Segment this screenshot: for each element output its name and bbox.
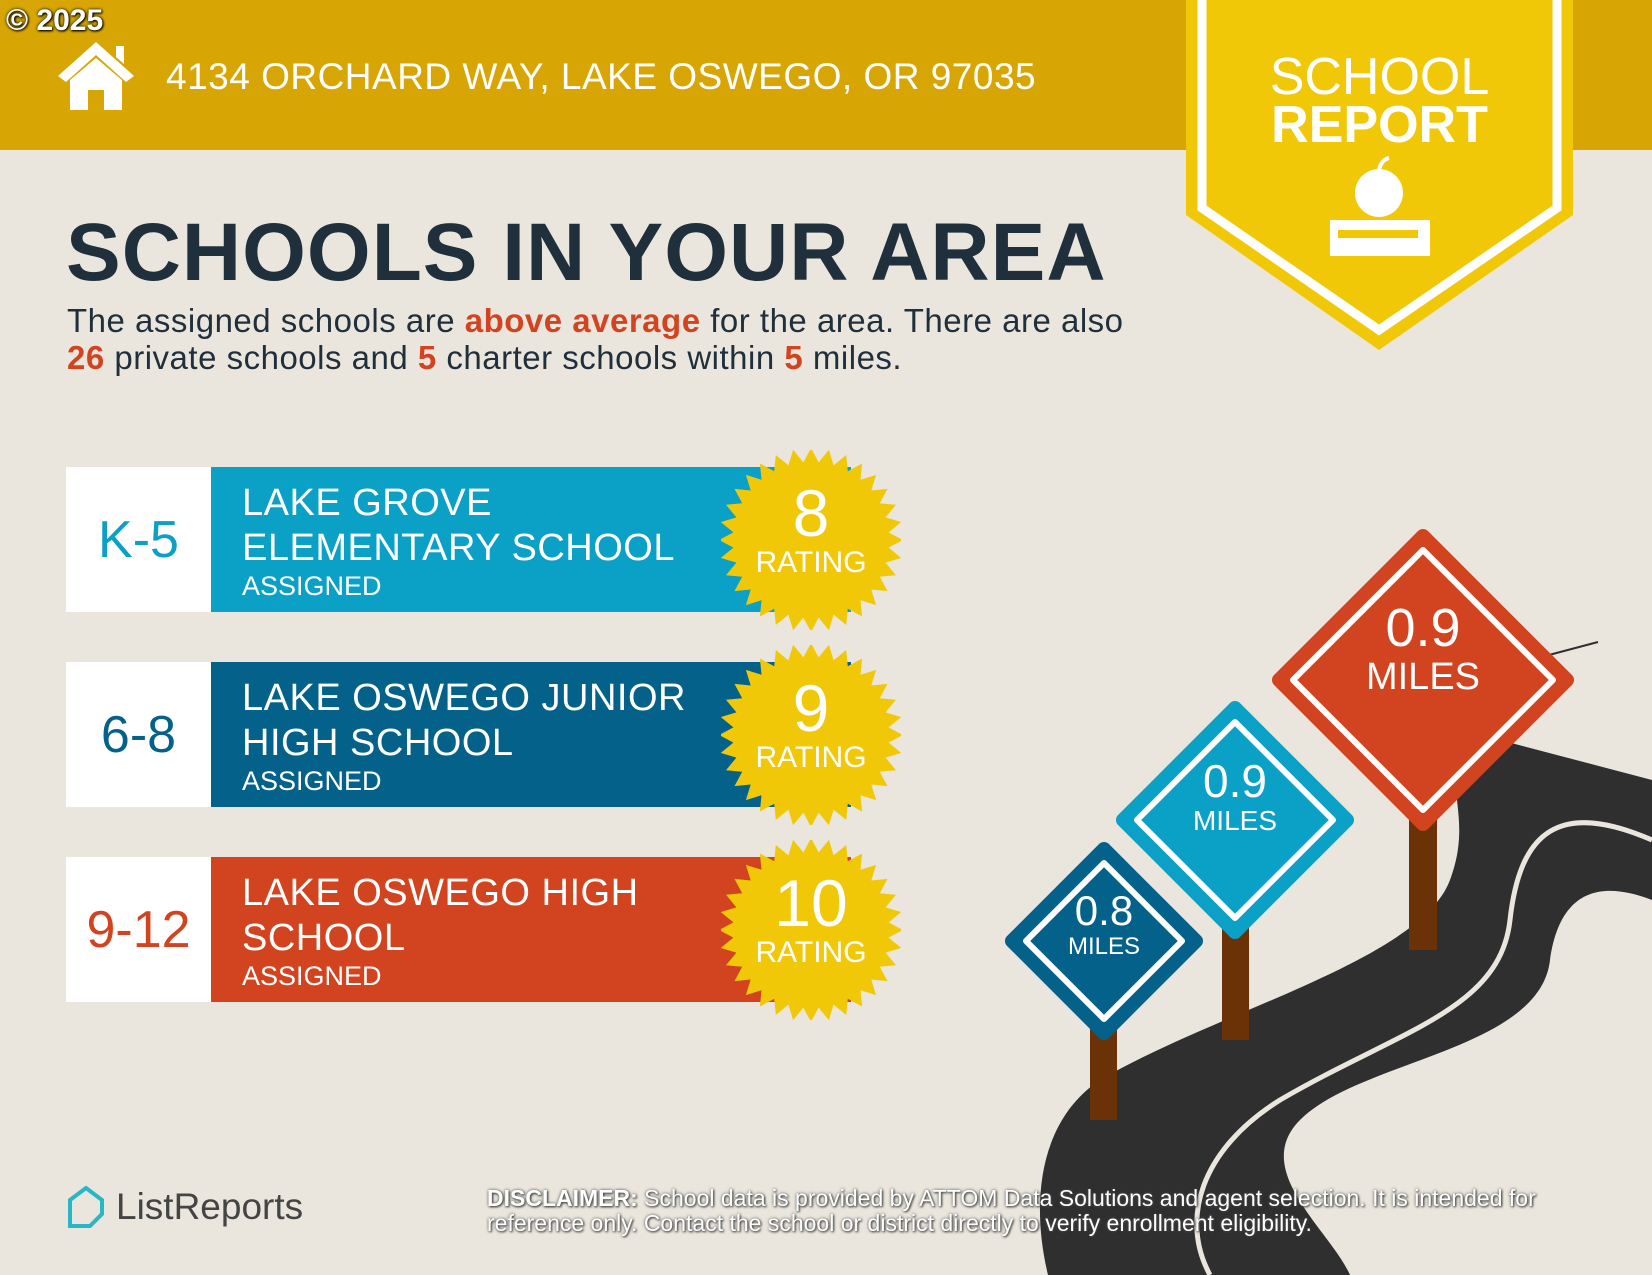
school-status: ASSIGNED (242, 571, 382, 601)
badge-line2: REPORT (1271, 96, 1488, 154)
school-row: 9-12 LAKE OSWEGO HIGH SCHOOL ASSIGNED 10 R… (66, 840, 901, 1020)
rating-value: 8 (792, 476, 830, 550)
grade-range: 9-12 (66, 857, 211, 1002)
disclaimer: DISCLAIMER: School data is provided by A… (487, 1185, 1536, 1236)
summary-text: The assigned schools are above average f… (67, 302, 1124, 376)
grade-range: K-5 (66, 467, 211, 612)
page-title: SCHOOLS IN YOUR AREA (66, 207, 1107, 298)
distance-value: 0.9 (1203, 755, 1267, 808)
rating-value: 9 (792, 671, 830, 745)
distance-unit: MILES (1067, 933, 1141, 961)
rating-seal-icon (721, 645, 901, 825)
grade-range: 6-8 (66, 662, 211, 807)
rating-label: RATING (755, 936, 867, 969)
distance-label: 0.8 MILES (1004, 890, 1204, 962)
school-name: LAKE OSWEGO JUNIOR HIGH SCHOOL (242, 677, 686, 764)
school-row: 6-8 LAKE OSWEGO JUNIOR HIGH SCHOOL ASSIGN… (66, 645, 901, 825)
distance-value: 0.9 (1385, 597, 1461, 658)
school-status: ASSIGNED (242, 766, 382, 796)
rating: 9 RATING (721, 645, 901, 775)
distance-value: 0.8 (1074, 887, 1134, 935)
school-row: K-5 LAKE GROVE ELEMENTARY SCHOOL ASSIGNED… (66, 450, 901, 630)
rating-seal-icon (721, 450, 901, 630)
rating: 8 RATING (721, 450, 901, 580)
badge-line1: SCHOOL (1269, 48, 1490, 106)
rating-label: RATING (755, 741, 867, 774)
school-name: LAKE OSWEGO HIGH SCHOOL (242, 872, 639, 959)
school-status: ASSIGNED (242, 961, 382, 991)
school-report-badge (1186, 0, 1573, 350)
property-address: 4134 ORCHARD WAY, LAKE OSWEGO, OR 97035 (166, 56, 1037, 97)
home-icon (58, 42, 134, 110)
distance-label: 0.9 MILES (1135, 758, 1335, 838)
distance-unit: MILES (1192, 805, 1278, 837)
copyright: © 2025 (6, 4, 104, 37)
listreports-logo: ListReports (66, 1186, 303, 1228)
distance-unit: MILES (1365, 655, 1481, 698)
apple-books-icon (1330, 156, 1430, 256)
rating-seal-icon (721, 840, 901, 1020)
distance-label: 0.9 MILES (1323, 601, 1523, 699)
rating-label: RATING (755, 546, 867, 579)
rating-value: 10 (774, 866, 848, 940)
rating: 10 RATING (721, 840, 901, 970)
listreports-logo-icon (68, 1186, 104, 1228)
school-name: LAKE GROVE ELEMENTARY SCHOOL (242, 482, 675, 569)
